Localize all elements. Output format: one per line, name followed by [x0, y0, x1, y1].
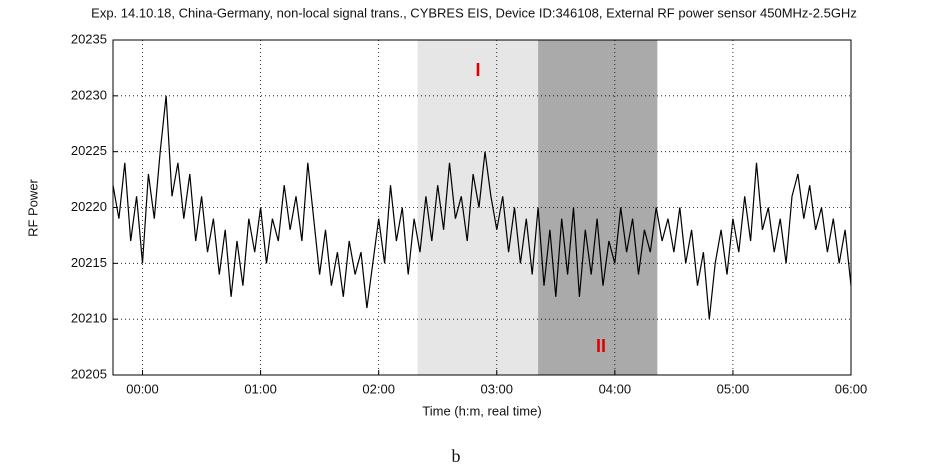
x-tick-label: 03:00 — [480, 381, 513, 396]
plot-frame — [112, 39, 852, 376]
x-tick-label: 02:00 — [362, 381, 395, 396]
chart-title: Exp. 14.10.18, China-Germany, non-local … — [91, 5, 857, 20]
y-tick-label: 20205 — [71, 366, 107, 381]
y-tick-label: 20220 — [71, 199, 107, 214]
x-tick-label: 01:00 — [244, 381, 277, 396]
region-label: II — [596, 336, 606, 356]
y-axis-label: RF Power — [25, 178, 40, 236]
y-tick-label: 20225 — [71, 143, 107, 158]
data-line — [112, 95, 852, 320]
x-tick-label: 00:00 — [126, 381, 159, 396]
caption: b — [452, 446, 461, 466]
x-axis-label: Time (h:m, real time) — [422, 403, 541, 418]
y-tick-label: 20215 — [71, 255, 107, 270]
y-tick-label: 20230 — [71, 87, 107, 102]
y-tick-label: 20235 — [71, 31, 107, 46]
x-tick-label: 05:00 — [717, 381, 750, 396]
region-label: I — [475, 60, 480, 80]
y-tick-label: 20210 — [71, 311, 107, 326]
x-tick-label: 06:00 — [835, 381, 868, 396]
x-tick-label: 04:00 — [599, 381, 632, 396]
